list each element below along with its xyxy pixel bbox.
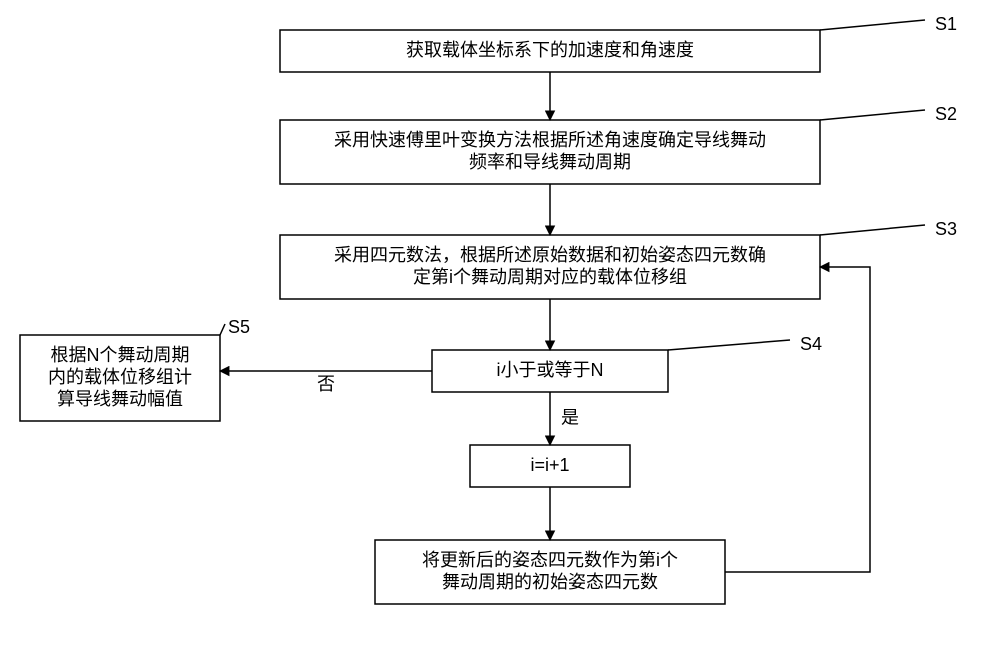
step-label-s5: S5 — [228, 317, 250, 337]
flow-node-text-s5-0: 根据N个舞动周期 — [51, 345, 190, 365]
flow-node-text-s5-2: 算导线舞动幅值 — [57, 389, 183, 409]
flow-node-text-s2-1: 频率和导线舞动周期 — [469, 152, 631, 172]
step-label-s4: S4 — [800, 334, 822, 354]
edge-label-5: 否 — [317, 374, 335, 394]
flow-node-text-s2-0: 采用快速傅里叶变换方法根据所述角速度确定导线舞动 — [334, 130, 766, 150]
leader-s5 — [220, 324, 225, 335]
step-label-s3: S3 — [935, 219, 957, 239]
flow-node-text-s5-1: 内的载体位移组计 — [48, 367, 192, 387]
flow-node-text-s3-1: 定第i个舞动周期对应的载体位移组 — [413, 267, 687, 287]
step-label-s2: S2 — [935, 104, 957, 124]
flow-node-text-s3-0: 采用四元数法，根据所述原始数据和初始姿态四元数确 — [334, 245, 766, 265]
leader-s2 — [820, 110, 925, 120]
step-label-s1: S1 — [935, 14, 957, 34]
leader-s3 — [820, 225, 925, 235]
edge-loop — [725, 267, 870, 572]
leader-s1 — [820, 20, 925, 30]
flow-node-text-upd-1: 舞动周期的初始姿态四元数 — [442, 572, 658, 592]
leader-s4 — [668, 340, 790, 350]
flow-node-text-s4-0: i小于或等于N — [497, 360, 604, 380]
flow-node-text-inc-0: i=i+1 — [530, 455, 569, 475]
flow-node-text-upd-0: 将更新后的姿态四元数作为第i个 — [422, 550, 678, 570]
edge-label-3: 是 — [561, 407, 579, 427]
flow-node-text-s1-0: 获取载体坐标系下的加速度和角速度 — [406, 40, 694, 60]
